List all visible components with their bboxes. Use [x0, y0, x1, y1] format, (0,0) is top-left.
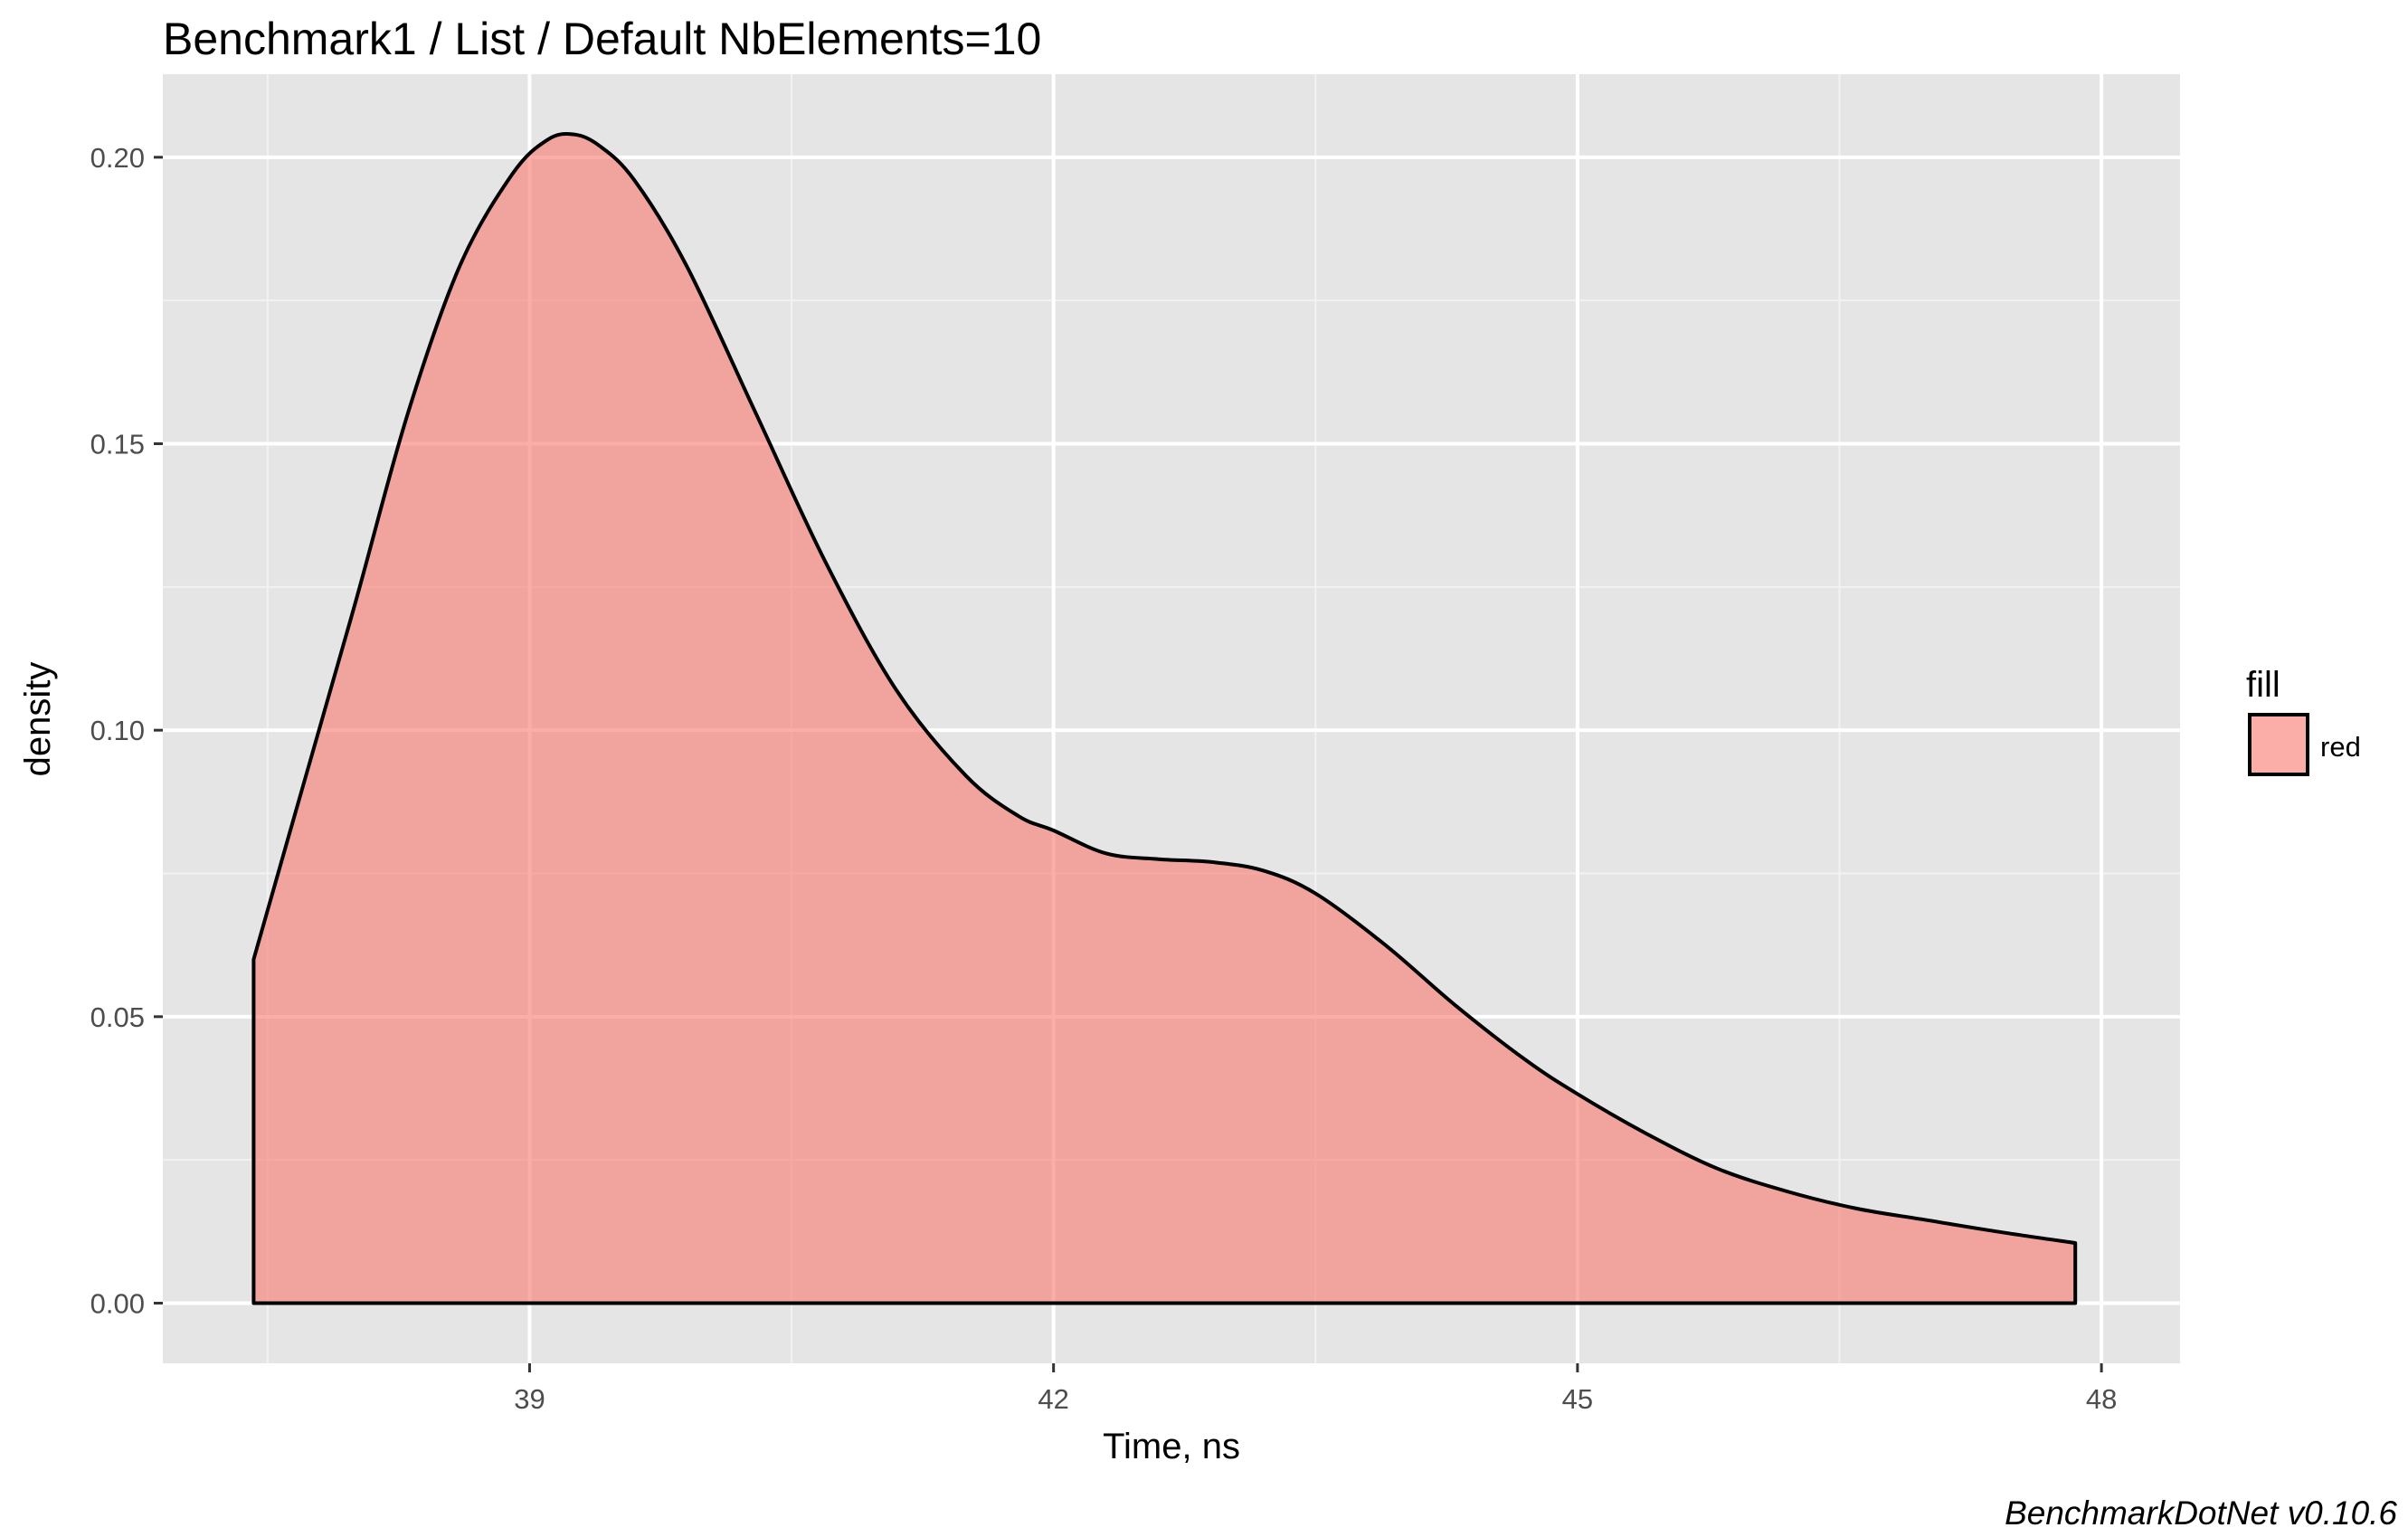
x-tick-label: 42: [1038, 1383, 1068, 1415]
x-tick-label: 39: [514, 1383, 545, 1415]
legend-key-red: [2248, 713, 2309, 776]
caption: BenchmarkDotNet v0.10.6: [2005, 1494, 2397, 1532]
density-area-red: [251, 131, 2078, 1305]
x-axis-title: Time, ns: [1103, 1427, 1240, 1466]
y-tick-label: 0.05: [90, 1001, 145, 1033]
legend-title: fill: [2246, 665, 2280, 705]
chart-title: Benchmark1 / List / Default NbElements=1…: [163, 14, 1041, 64]
x-tick-label: 48: [2086, 1383, 2117, 1415]
y-tick-label: 0.20: [90, 142, 145, 174]
x-tick-label: 45: [1562, 1383, 1593, 1415]
y-tick-label: 0.10: [90, 715, 145, 746]
y-tick-label: 0.00: [90, 1288, 145, 1320]
x-axis: 39 42 45 48: [514, 1363, 2117, 1415]
y-tick-label: 0.15: [90, 429, 145, 460]
legend: fill red: [2246, 665, 2361, 776]
y-axis-title: density: [18, 662, 58, 777]
y-axis: 0.00 0.05 0.10 0.15 0.20: [90, 142, 163, 1320]
legend-label-red: red: [2320, 731, 2361, 763]
